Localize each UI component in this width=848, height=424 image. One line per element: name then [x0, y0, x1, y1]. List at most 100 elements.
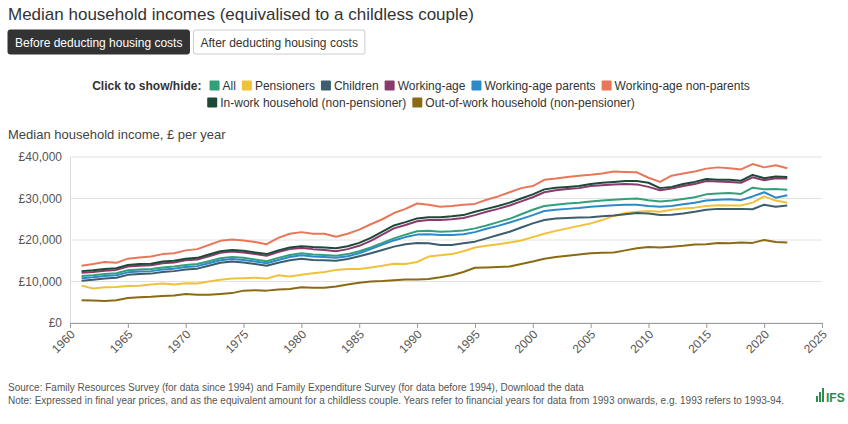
- logo: IFS: [816, 388, 845, 405]
- x-tick-mark: [301, 323, 302, 328]
- logo-bar: [822, 388, 824, 402]
- y-tick-label: £0: [49, 316, 63, 330]
- legend: Click to show/hide:AllPensionersChildren…: [92, 79, 750, 110]
- y-tick: £30,000: [19, 192, 70, 206]
- legend-item[interactable]: Working-age: [385, 79, 466, 93]
- logo-bar: [819, 392, 821, 402]
- legend-swatch[interactable]: [412, 98, 422, 108]
- legend-item[interactable]: Working-age non-parents: [602, 79, 750, 93]
- x-tick-mark: [591, 323, 592, 328]
- y-axis: £0 £10,000 £20,000 £30,000 £40,000: [19, 150, 71, 330]
- x-tick-mark: [764, 323, 765, 328]
- logo-text: IFS: [826, 391, 845, 405]
- grid-line: [70, 198, 822, 199]
- x-tick-label: 2005: [570, 327, 599, 356]
- x-tick-label: 1970: [165, 327, 194, 356]
- x-tick: 2025: [801, 323, 830, 356]
- chart-container: Median household incomes (equivalised to…: [0, 0, 848, 424]
- x-tick-label: 1985: [338, 327, 367, 356]
- series-line: [82, 175, 788, 271]
- x-tick: 2000: [512, 323, 541, 356]
- x-tick-label: 2020: [743, 327, 772, 356]
- x-tick: 2010: [628, 323, 657, 356]
- grid: [70, 157, 822, 323]
- x-tick-label: 2015: [685, 327, 714, 356]
- x-tick: 1960: [49, 323, 78, 356]
- x-tick: 1985: [338, 323, 367, 356]
- legend-item[interactable]: Children: [321, 79, 379, 93]
- source-note: Source: Family Resources Survey (for dat…: [8, 382, 584, 393]
- x-tick-label: 1995: [454, 327, 483, 356]
- button-label[interactable]: After deducting housing costs: [200, 36, 357, 50]
- y-tick: £40,000: [19, 150, 70, 164]
- x-tick-label: 2025: [801, 327, 830, 356]
- x-tick: 1965: [107, 323, 136, 356]
- legend-label[interactable]: In-work household (non-pensioner): [220, 96, 406, 110]
- x-tick: 1990: [396, 323, 425, 356]
- legend-label[interactable]: Pensioners: [255, 79, 315, 93]
- x-tick-label: 1975: [223, 327, 252, 356]
- series-line: [82, 240, 788, 301]
- y-tick-label: £10,000: [19, 275, 63, 289]
- x-tick: 1970: [165, 323, 194, 356]
- series-line: [82, 188, 788, 276]
- legend-swatch[interactable]: [471, 81, 481, 91]
- legend-item[interactable]: Out-of-work household (non-pensioner): [412, 96, 634, 110]
- legend-item[interactable]: All: [210, 79, 236, 93]
- y-tick-label: £20,000: [19, 233, 63, 247]
- x-tick-mark: [70, 323, 71, 328]
- x-tick: 2005: [570, 323, 599, 356]
- x-tick-label: 1980: [280, 327, 309, 356]
- legend-swatch[interactable]: [210, 81, 220, 91]
- x-tick-mark: [244, 323, 245, 328]
- footnote: Note: Expressed in final year prices, an…: [8, 395, 784, 406]
- y-tick: £20,000: [19, 233, 70, 247]
- legend-label[interactable]: Working-age parents: [484, 79, 595, 93]
- legend-swatch[interactable]: [321, 81, 331, 91]
- x-tick-label: 1960: [49, 327, 78, 356]
- x-tick-mark: [822, 323, 823, 328]
- series-line: [82, 196, 788, 288]
- x-tick: 2015: [685, 323, 714, 356]
- legend-label[interactable]: Working-age: [398, 79, 466, 93]
- x-tick: 1975: [223, 323, 252, 356]
- x-tick-label: 1990: [396, 327, 425, 356]
- series-line: [82, 164, 788, 266]
- legend-swatch[interactable]: [242, 81, 252, 91]
- x-tick: 1995: [454, 323, 483, 356]
- y-axis-title: Median household income, £ per year: [8, 127, 226, 142]
- legend-item[interactable]: In-work household (non-pensioner): [207, 96, 406, 110]
- x-tick-mark: [475, 323, 476, 328]
- button-label[interactable]: Before deducting housing costs: [15, 36, 182, 50]
- x-tick-label: 1965: [107, 327, 136, 356]
- legend-swatch[interactable]: [602, 81, 612, 91]
- y-axis-line: [70, 158, 71, 324]
- chart-title: Median household incomes (equivalised to…: [8, 5, 474, 24]
- x-tick-mark: [533, 323, 534, 328]
- legend-swatch[interactable]: [385, 81, 395, 91]
- legend-label[interactable]: All: [223, 79, 236, 93]
- x-tick-mark: [417, 323, 418, 328]
- y-tick-label: £30,000: [19, 192, 63, 206]
- x-tick-label: 2000: [512, 327, 541, 356]
- legend-label[interactable]: Children: [334, 79, 379, 93]
- y-tick-label: £40,000: [19, 150, 63, 164]
- toggle-button[interactable]: After deducting housing costs: [193, 30, 364, 54]
- x-tick-mark: [648, 323, 649, 328]
- legend-item[interactable]: Working-age parents: [471, 79, 595, 93]
- grid-line: [70, 281, 822, 282]
- button-background[interactable]: [8, 30, 189, 54]
- lines: [82, 164, 788, 301]
- toggle-button[interactable]: Before deducting housing costs: [8, 30, 189, 54]
- x-tick: 2020: [743, 323, 772, 356]
- legend-label[interactable]: Out-of-work household (non-pensioner): [425, 96, 634, 110]
- logo-bar: [816, 396, 818, 402]
- x-tick-mark: [706, 323, 707, 328]
- legend-item[interactable]: Pensioners: [242, 79, 315, 93]
- button-background[interactable]: [193, 30, 364, 54]
- x-tick: 1980: [280, 323, 309, 356]
- grid-line: [70, 240, 822, 241]
- series-line: [82, 205, 788, 281]
- legend-label[interactable]: Working-age non-parents: [615, 79, 750, 93]
- legend-swatch[interactable]: [207, 98, 217, 108]
